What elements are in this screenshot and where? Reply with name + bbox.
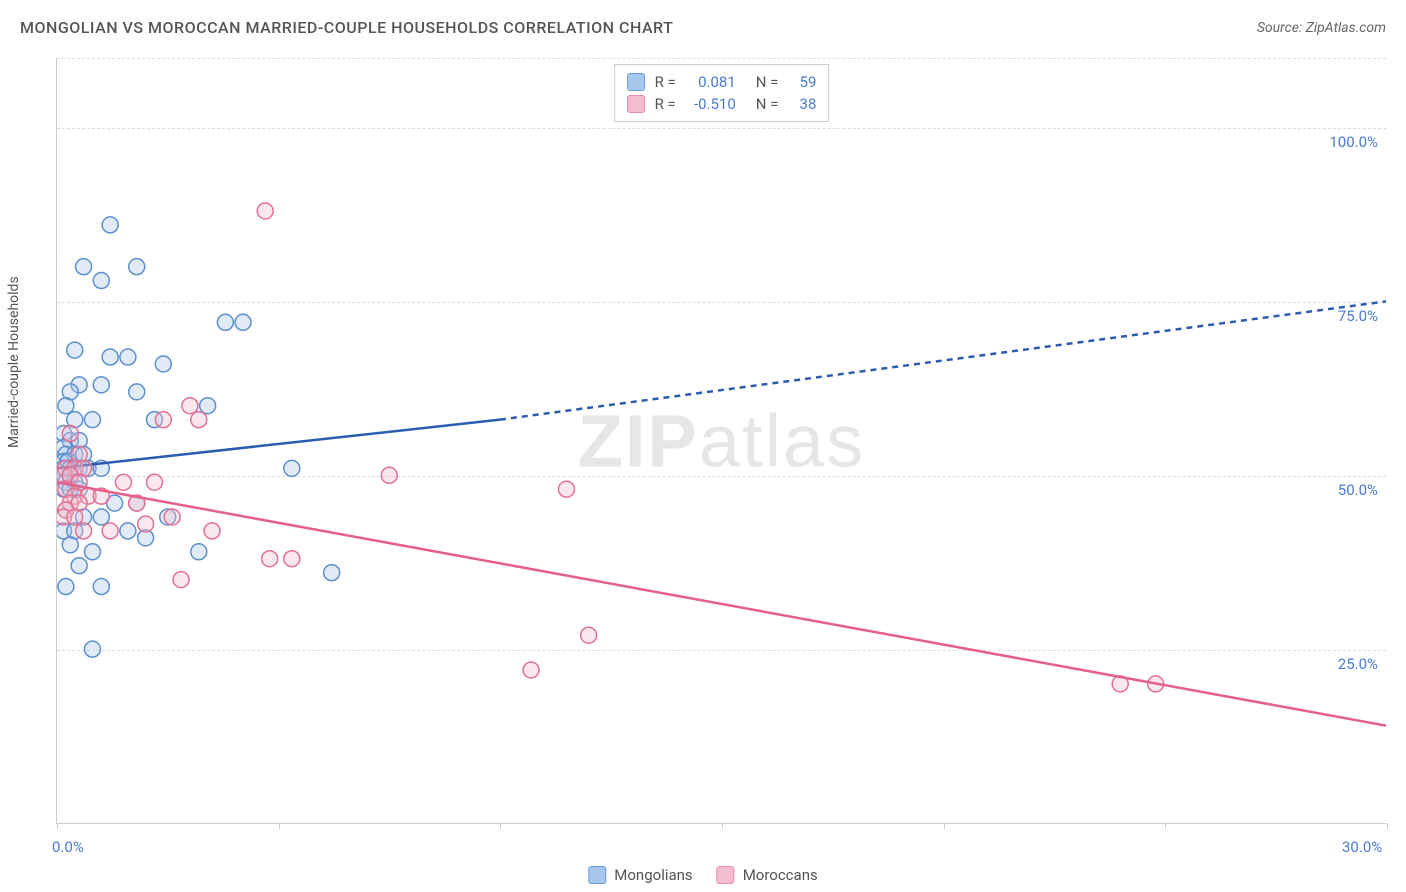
n-value: 59 [788,73,816,91]
legend-stat-row: R = -0.510 N = 38 [627,93,817,115]
scatter-plot-svg [57,58,1386,823]
chart-source: Source: ZipAtlas.com [1257,20,1386,36]
data-point [381,467,397,483]
data-point [235,314,251,330]
n-label: N = [756,73,779,91]
chart-plot-area: ZIPatlas R =0.081N =59R =-0.510N =38 25.… [56,58,1386,824]
data-point [523,662,539,678]
data-point [284,460,300,476]
data-point [155,356,171,372]
r-label: R = [655,73,676,91]
data-point [581,627,597,643]
data-point [84,412,100,428]
data-point [217,314,233,330]
data-point [324,565,340,581]
data-point [120,523,136,539]
data-point [284,551,300,567]
data-point [102,349,118,365]
data-point [129,259,145,275]
data-point [62,426,78,442]
x-tick [279,823,280,829]
data-point [93,509,109,525]
x-tick [1387,823,1388,829]
n-label: N = [756,95,779,113]
legend-swatch [627,95,645,113]
x-tick [500,823,501,829]
data-point [93,579,109,595]
r-value: -0.510 [686,95,736,113]
n-value: 38 [788,95,816,113]
data-point [138,516,154,532]
data-point [164,509,180,525]
data-point [204,523,220,539]
data-point [146,474,162,490]
legend-series-label: Moroccans [743,866,818,884]
data-point [93,273,109,289]
data-point [558,481,574,497]
data-point [191,412,207,428]
x-tick [1165,823,1166,829]
data-point [102,523,118,539]
data-point [58,579,74,595]
r-value: 0.081 [686,73,736,91]
x-axis-max-label: 30.0% [1342,838,1382,856]
legend-series-item: Mongolians [588,866,692,884]
data-point [58,398,74,414]
y-axis-label: Married-couple Households [6,276,22,448]
data-point [76,523,92,539]
regression-line-extrapolated [500,301,1386,419]
data-point [129,384,145,400]
data-point [84,641,100,657]
data-point [93,377,109,393]
data-point [76,259,92,275]
legend-series-label: Mongolians [614,866,692,884]
chart-title: MONGOLIAN VS MOROCCAN MARRIED-COUPLE HOU… [20,18,673,37]
data-point [102,217,118,233]
x-tick [57,823,58,829]
x-axis-origin-label: 0.0% [52,838,84,856]
legend-series-item: Moroccans [717,866,818,884]
correlation-legend: R = 0.081 N = 59 R = -0.510 N = 38 [614,64,830,122]
series-legend: Mongolians Moroccans [588,866,817,884]
legend-stat-row: R = 0.081 N = 59 [627,71,817,93]
x-tick [722,823,723,829]
data-point [155,412,171,428]
data-point [200,398,216,414]
data-point [67,342,83,358]
data-point [120,349,136,365]
data-point [115,474,131,490]
r-label: R = [655,95,676,113]
data-point [191,544,207,560]
x-tick [944,823,945,829]
legend-swatch [717,866,735,884]
data-point [262,551,278,567]
data-point [182,398,198,414]
regression-line [57,420,500,469]
data-point [173,572,189,588]
data-point [62,537,78,553]
regression-line [57,482,1386,725]
legend-swatch [627,73,645,91]
chart-header: MONGOLIAN VS MOROCCAN MARRIED-COUPLE HOU… [0,0,1406,47]
data-point [71,558,87,574]
data-point [67,509,83,525]
data-point [257,203,273,219]
data-point [84,544,100,560]
legend-swatch [588,866,606,884]
